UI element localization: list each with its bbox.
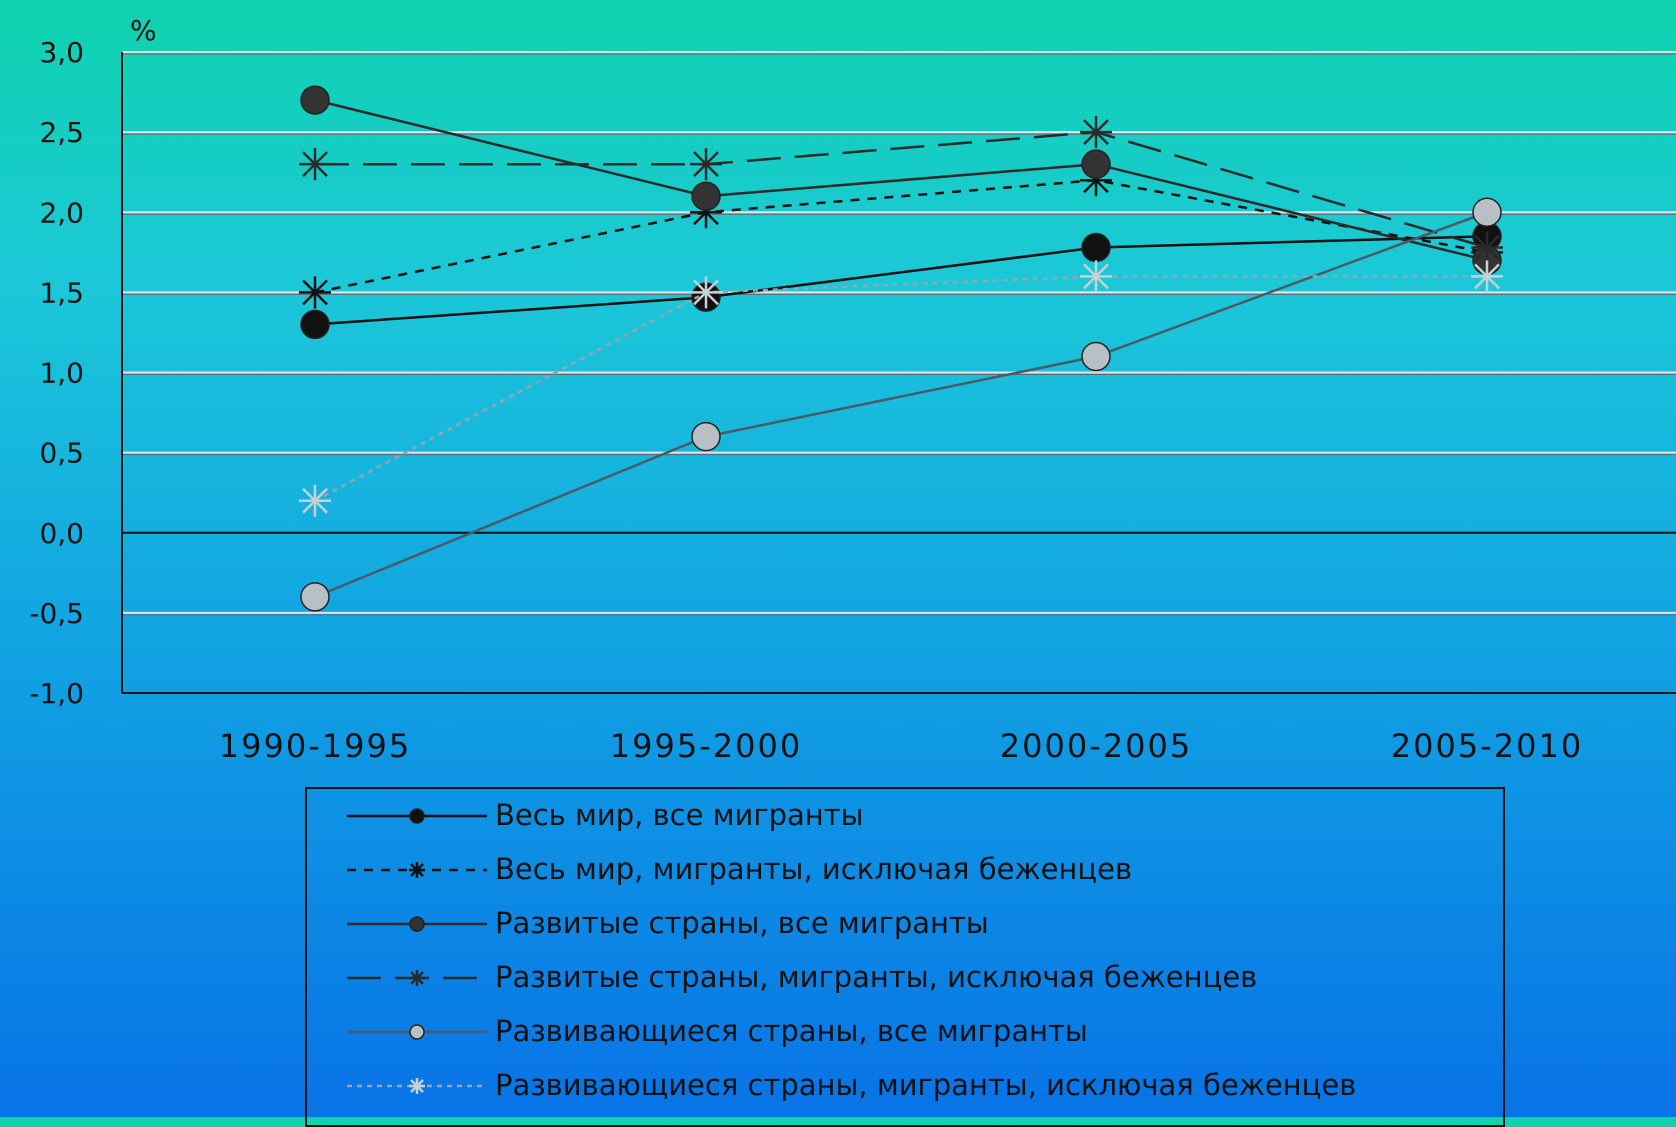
x-tick-label: 2005-2010 xyxy=(1391,727,1583,765)
data-point xyxy=(300,309,330,340)
legend-swatch xyxy=(347,916,487,932)
legend-swatch xyxy=(347,1024,487,1040)
legend-label: Развивающиеся страны, мигранты, исключая… xyxy=(495,1068,1357,1102)
data-point xyxy=(1471,231,1503,264)
data-point xyxy=(299,148,331,181)
data-point xyxy=(690,148,722,181)
y-tick-label: -0,5 xyxy=(29,597,84,630)
series-5 xyxy=(300,197,1502,612)
legend-item: Развивающиеся страны, мигранты, исключая… xyxy=(307,1061,1503,1111)
data-point xyxy=(409,916,425,932)
series-4 xyxy=(299,116,1503,264)
y-axis-label: % xyxy=(130,14,157,47)
data-point xyxy=(409,1078,425,1094)
series-layer xyxy=(299,85,1503,612)
legend-swatch xyxy=(347,862,487,878)
y-tick-label: 1,0 xyxy=(39,357,84,390)
legend-item: Развитые страны, мигранты, исключая беже… xyxy=(307,953,1503,1003)
y-tick-labels: 3,0 2,5 2,0 1,5 1,0 0,5 0,0 -0,5 -1,0 xyxy=(29,36,84,710)
legend-item: Весь мир, мигранты, исключая беженцев xyxy=(307,845,1503,895)
legend-item: Развивающиеся страны, все мигранты xyxy=(307,1007,1503,1057)
legend-item: Развитые страны, все мигранты xyxy=(307,899,1503,949)
series-line xyxy=(315,130,1488,249)
y-tick-label: 0,5 xyxy=(39,437,84,470)
legend-label: Весь мир, все мигранты xyxy=(495,798,864,832)
y-tick-label: 0,0 xyxy=(39,517,84,550)
x-tick-label: 1990-1995 xyxy=(219,727,411,765)
x-tick-label: 2000-2005 xyxy=(1000,727,1192,765)
legend-swatch xyxy=(347,1078,487,1094)
series-line xyxy=(314,275,1487,502)
series-line xyxy=(314,98,1488,262)
y-tick-label: 1,5 xyxy=(39,276,84,309)
legend: Весь мир, все мигранты Весь мир, мигранты… xyxy=(305,787,1505,1127)
legend-swatch xyxy=(347,970,487,986)
legend-label: Развивающиеся страны, все мигранты xyxy=(495,1014,1088,1048)
x-tick-labels: 1990-1995 1995-2000 2000-2005 2005-2010 xyxy=(219,727,1583,765)
data-point xyxy=(300,582,330,612)
data-point xyxy=(1081,341,1111,372)
data-point xyxy=(299,484,331,517)
data-point xyxy=(1081,149,1111,179)
legend-label: Весь мир, мигранты, исключая беженцев xyxy=(495,852,1133,886)
data-point xyxy=(691,181,721,211)
data-point xyxy=(409,862,425,878)
legend-label: Развитые страны, все мигранты xyxy=(495,906,989,940)
data-point xyxy=(409,1024,425,1040)
series-line xyxy=(314,235,1488,326)
legend-item: Весь мир, все мигранты xyxy=(307,791,1503,841)
series-6 xyxy=(299,260,1503,517)
data-point xyxy=(300,85,330,115)
data-point xyxy=(1081,232,1111,263)
legend-label: Развитые страны, мигранты, исключая беже… xyxy=(495,960,1258,994)
series-3 xyxy=(300,85,1502,276)
series-line xyxy=(314,178,1488,294)
grid-lines xyxy=(122,51,1676,616)
chart: % 3,0 2,5 2,0 1,5 1,0 0,5 0,0 -0,5 -1,0 1990-199… xyxy=(29,14,1676,765)
y-tick-label: -1,0 xyxy=(29,677,84,710)
series-line xyxy=(314,211,1488,599)
data-point xyxy=(409,808,425,824)
data-point xyxy=(1080,116,1112,149)
data-point xyxy=(409,970,425,986)
data-point xyxy=(1080,260,1112,293)
data-point xyxy=(1472,197,1502,227)
data-point xyxy=(1471,260,1503,293)
y-tick-label: 3,0 xyxy=(39,36,84,69)
data-point xyxy=(690,276,722,309)
y-tick-label: 2,0 xyxy=(39,196,84,229)
data-point xyxy=(691,421,721,452)
series-1 xyxy=(300,221,1502,340)
data-point xyxy=(299,276,331,309)
series-2 xyxy=(299,164,1503,309)
legend-swatch xyxy=(347,808,487,824)
y-tick-label: 2,5 xyxy=(39,116,84,149)
x-tick-label: 1995-2000 xyxy=(610,727,802,765)
